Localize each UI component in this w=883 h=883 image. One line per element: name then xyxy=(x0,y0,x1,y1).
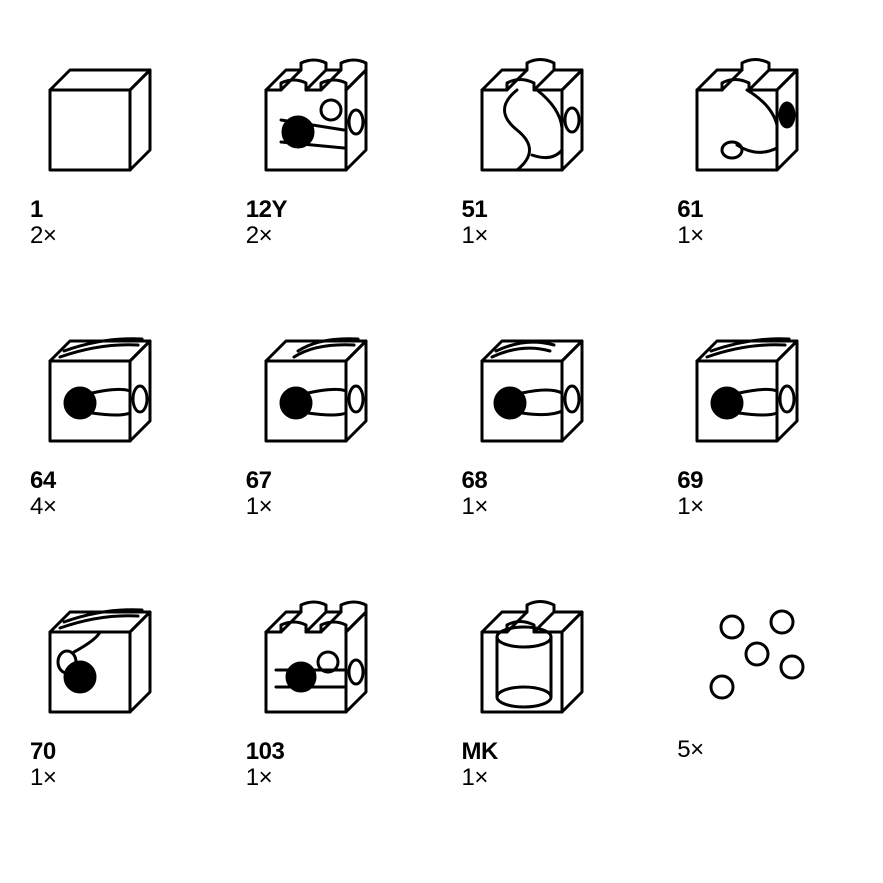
part-qty: 1× xyxy=(30,764,56,792)
part-cell-69: 69 1× xyxy=(677,321,853,562)
part-label: 51 xyxy=(462,196,488,224)
cube-notch-curve-icon xyxy=(462,50,602,190)
part-qty: 2× xyxy=(30,222,56,250)
cube-groove-elbow-icon xyxy=(677,321,817,461)
cube-plain-icon xyxy=(30,50,170,190)
part-cell-70: 70 1× xyxy=(30,592,206,833)
part-qty: 1× xyxy=(677,222,703,250)
part-qty: 2× xyxy=(246,222,272,250)
part-cell-marbles: 5× xyxy=(677,592,853,833)
part-cell-12Y: 12Y 2× xyxy=(246,50,422,291)
part-qty: 1× xyxy=(246,493,272,521)
cube-groove-elbow-icon xyxy=(30,321,170,461)
part-qty: 5× xyxy=(677,736,703,764)
cube-complex-icon xyxy=(246,50,386,190)
part-qty: 1× xyxy=(677,493,703,521)
cube-groove-elbow-icon xyxy=(246,321,386,461)
part-qty: 1× xyxy=(462,493,488,521)
part-label: 64 xyxy=(30,467,56,495)
part-cell-51: 51 1× xyxy=(462,50,638,291)
part-cell-64: 64 4× xyxy=(30,321,206,562)
part-cell-67: 67 1× xyxy=(246,321,422,562)
cube-groove-elbow-icon xyxy=(462,321,602,461)
cube-complex-alt-icon xyxy=(246,592,386,732)
part-qty: 1× xyxy=(462,222,488,250)
part-label: MK xyxy=(462,738,498,766)
part-cell-103: 103 1× xyxy=(246,592,422,833)
five-circles-icon xyxy=(677,592,817,732)
cube-cylinder-icon xyxy=(462,592,602,732)
part-label: 1 xyxy=(30,196,43,224)
cube-notch-curve-alt-icon xyxy=(677,50,817,190)
part-label: 67 xyxy=(246,467,272,495)
part-label: 103 xyxy=(246,738,285,766)
part-qty: 1× xyxy=(462,764,488,792)
part-qty: 1× xyxy=(246,764,272,792)
part-label: 70 xyxy=(30,738,56,766)
part-label: 68 xyxy=(462,467,488,495)
part-cell-68: 68 1× xyxy=(462,321,638,562)
part-cell-MK: MK 1× xyxy=(462,592,638,833)
part-qty: 4× xyxy=(30,493,56,521)
cube-groove-elbow-mirror-icon xyxy=(30,592,170,732)
part-label: 61 xyxy=(677,196,703,224)
parts-grid: 1 2× 12Y 2× xyxy=(0,0,883,883)
part-cell-1: 1 2× xyxy=(30,50,206,291)
part-label: 12Y xyxy=(246,196,287,224)
part-cell-61: 61 1× xyxy=(677,50,853,291)
part-label: 69 xyxy=(677,467,703,495)
